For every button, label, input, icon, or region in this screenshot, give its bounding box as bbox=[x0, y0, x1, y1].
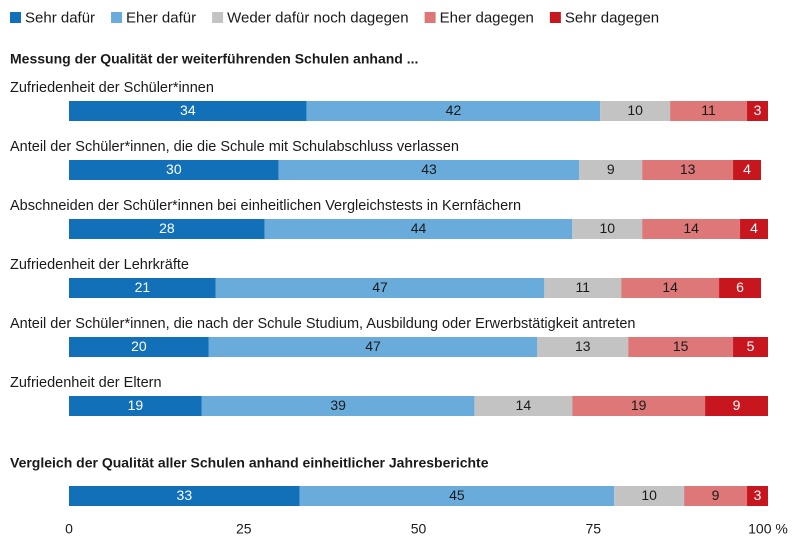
bar-segment bbox=[747, 101, 768, 121]
value-label: 47 bbox=[365, 338, 381, 354]
value-label: 45 bbox=[449, 487, 465, 503]
value-label: 10 bbox=[627, 102, 643, 118]
bar-segment bbox=[537, 337, 629, 357]
x-tick-label: 50 bbox=[411, 521, 427, 537]
bar-segment bbox=[747, 486, 768, 506]
value-label: 30 bbox=[166, 161, 182, 177]
bar-segment bbox=[215, 278, 545, 298]
legend-label: Sehr dafür bbox=[25, 9, 95, 26]
bar-segment bbox=[69, 486, 300, 506]
value-label: 15 bbox=[673, 338, 689, 354]
bar-segment bbox=[278, 160, 580, 180]
value-label: 34 bbox=[180, 102, 196, 118]
value-label: 14 bbox=[516, 397, 532, 413]
value-label: 10 bbox=[599, 220, 615, 236]
legend-label: Eher dafür bbox=[126, 9, 196, 26]
bar-segment bbox=[600, 101, 671, 121]
legend-swatch bbox=[10, 12, 21, 23]
value-label: 47 bbox=[372, 279, 388, 295]
section-heading: Messung der Qualität der weiterführenden… bbox=[10, 51, 418, 67]
bar-segment bbox=[544, 278, 622, 298]
bar-segment bbox=[69, 219, 265, 239]
x-tick-label: 75 bbox=[585, 521, 601, 537]
value-label: 20 bbox=[131, 338, 147, 354]
value-label: 9 bbox=[733, 397, 741, 413]
bar-segment bbox=[628, 337, 734, 357]
bar-segment bbox=[201, 396, 475, 416]
x-tick-label: 0 bbox=[65, 521, 73, 537]
bar-segment bbox=[299, 486, 615, 506]
bar-segment bbox=[684, 486, 748, 506]
bar-segment bbox=[69, 337, 209, 357]
category-label: Anteil der Schüler*innen, die nach der S… bbox=[10, 316, 636, 332]
value-label: 42 bbox=[446, 102, 462, 118]
value-label: 28 bbox=[159, 220, 175, 236]
legend-label: Weder dafür noch dagegen bbox=[227, 9, 409, 26]
value-label: 33 bbox=[177, 487, 193, 503]
value-label: 4 bbox=[743, 161, 751, 177]
value-label: 14 bbox=[683, 220, 699, 236]
value-label: 13 bbox=[575, 338, 591, 354]
value-label: 4 bbox=[750, 220, 758, 236]
value-label: 9 bbox=[607, 161, 615, 177]
value-label: 3 bbox=[754, 487, 762, 503]
legend-swatch bbox=[212, 12, 224, 23]
x-tick-label: 100 % bbox=[748, 521, 788, 537]
value-label: 5 bbox=[747, 338, 755, 354]
x-tick-label: 25 bbox=[236, 521, 252, 537]
legend-swatch bbox=[424, 12, 436, 23]
value-label: 19 bbox=[128, 397, 144, 413]
bar-segment bbox=[621, 278, 720, 298]
bar-segment bbox=[719, 278, 762, 298]
bar-segment bbox=[670, 101, 748, 121]
bar-segment bbox=[264, 219, 573, 239]
bar-segment bbox=[740, 219, 768, 239]
bar-segment bbox=[306, 101, 601, 121]
value-label: 14 bbox=[662, 279, 678, 295]
bar-segment bbox=[705, 396, 768, 416]
value-label: 44 bbox=[411, 220, 427, 236]
bar-segment bbox=[572, 396, 706, 416]
bar-segment bbox=[572, 219, 643, 239]
bar-segment bbox=[642, 219, 741, 239]
bar-segment bbox=[614, 486, 685, 506]
category-label: Anteil der Schüler*innen, die die Schule… bbox=[10, 139, 459, 155]
bar-segment bbox=[69, 396, 202, 416]
bar-segment bbox=[733, 337, 768, 357]
bar-segment bbox=[474, 396, 573, 416]
legend-label: Sehr dagegen bbox=[565, 9, 659, 26]
value-label: 19 bbox=[631, 397, 647, 413]
bar-segment bbox=[69, 278, 216, 298]
bar-segment bbox=[208, 337, 538, 357]
category-label: Zufriedenheit der Lehrkräfte bbox=[10, 257, 189, 273]
value-label: 13 bbox=[680, 161, 696, 177]
value-label: 6 bbox=[736, 279, 744, 295]
category-label: Zufriedenheit der Eltern bbox=[10, 375, 162, 391]
legend-swatch bbox=[111, 12, 123, 23]
value-label: 43 bbox=[421, 161, 437, 177]
value-label: 9 bbox=[712, 487, 720, 503]
bar-segment bbox=[69, 101, 307, 121]
category-label: Zufriedenheit der Schüler*innen bbox=[10, 80, 214, 96]
legend-swatch bbox=[549, 12, 561, 23]
value-label: 10 bbox=[641, 487, 657, 503]
bar-segment bbox=[69, 160, 279, 180]
value-label: 39 bbox=[330, 397, 346, 413]
value-label: 11 bbox=[575, 279, 590, 295]
legend-label: Eher dagegen bbox=[440, 9, 534, 26]
bar-segment bbox=[579, 160, 643, 180]
value-label: 11 bbox=[701, 102, 716, 118]
value-label: 3 bbox=[754, 102, 762, 118]
bar-segment bbox=[642, 160, 734, 180]
bar-segment bbox=[733, 160, 762, 180]
value-label: 21 bbox=[135, 279, 151, 295]
section-heading: Vergleich der Qualität aller Schulen anh… bbox=[10, 455, 489, 471]
category-label: Abschneiden der Schüler*innen bei einhei… bbox=[10, 198, 521, 214]
